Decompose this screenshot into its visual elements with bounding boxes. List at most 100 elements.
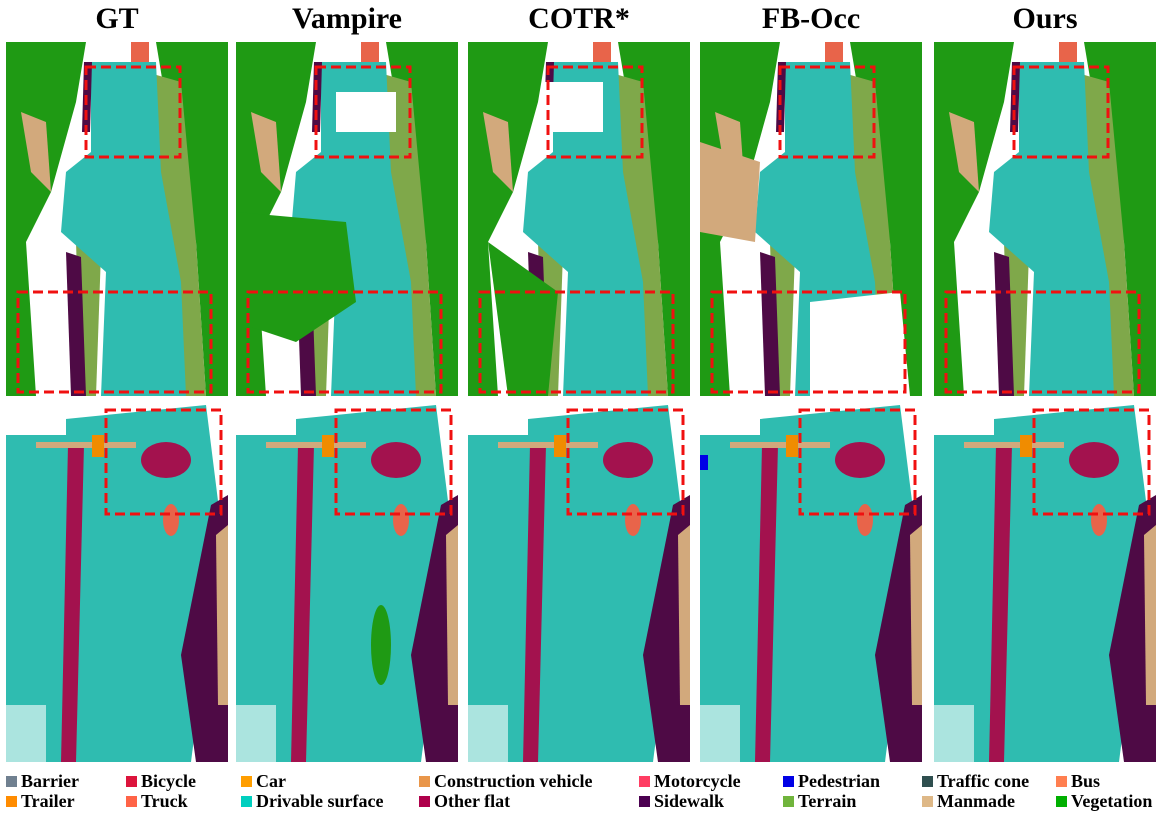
terrain-region	[1074, 72, 1134, 396]
manmade-region	[21, 112, 51, 192]
legend-label: Barrier	[21, 771, 79, 791]
manmade-region	[1059, 42, 1077, 62]
car	[1020, 435, 1032, 457]
occupancy-panel-bottom	[6, 405, 228, 762]
legend-label: Pedestrian	[798, 771, 880, 791]
car	[92, 435, 104, 457]
sidewalk-region	[643, 495, 690, 762]
manmade-region	[446, 525, 458, 705]
legend-swatch	[922, 796, 933, 807]
drivable-surface	[934, 405, 1149, 762]
legend-swatch	[1056, 796, 1067, 807]
manmade-region	[825, 42, 843, 62]
legend-swatch	[419, 796, 430, 807]
manmade-region	[964, 442, 1064, 448]
column-title: Ours	[1012, 2, 1078, 35]
legend-label: Manmade	[937, 791, 1015, 811]
manmade-region	[949, 112, 979, 192]
legend-item: Sidewalk	[639, 791, 724, 811]
legend-label: Other flat	[434, 791, 511, 811]
column-title: COTR*	[528, 2, 630, 35]
car	[554, 435, 566, 457]
truck	[857, 504, 873, 536]
occupancy-panel-top	[700, 42, 922, 396]
legend-item: Vegetation	[1056, 791, 1152, 811]
legend-swatch	[922, 776, 933, 787]
column-title: Vampire	[291, 2, 402, 35]
occupancy-panel-bottom	[700, 405, 922, 762]
legend-label: Motorcycle	[654, 771, 741, 791]
drivable-surface	[523, 62, 648, 396]
occupancy-panel-top	[6, 42, 228, 396]
sidewalk-region	[994, 252, 1014, 396]
highlight-box	[710, 290, 907, 394]
legend-label: Vegetation	[1071, 791, 1153, 811]
manmade-region	[483, 112, 513, 192]
drivable-surface	[700, 405, 915, 762]
legend-item: Pedestrian	[783, 771, 880, 791]
other-flat-region	[61, 445, 84, 762]
legend-swatch	[126, 776, 137, 787]
legend-swatch	[1056, 776, 1067, 787]
legend-label: Drivable surface	[256, 791, 384, 811]
manmade-region	[216, 525, 228, 705]
manmade-region	[36, 442, 136, 448]
legend-label: Trailer	[21, 791, 75, 811]
legend-item: Car	[241, 771, 286, 791]
legend-label: Traffic cone	[937, 771, 1030, 791]
legend-label: Truck	[141, 791, 188, 811]
highlight-box	[84, 65, 182, 159]
highlight-box	[104, 408, 223, 516]
truck	[393, 504, 409, 536]
highlight-box	[566, 408, 685, 516]
column-title: GT	[95, 2, 139, 35]
occupancy-panel-top	[236, 42, 458, 396]
manmade-region	[131, 42, 149, 62]
highlight-box	[334, 408, 453, 516]
legend-item: Terrain	[783, 791, 856, 811]
manmade-region	[678, 525, 690, 705]
drivable-surface	[291, 62, 416, 396]
occupancy-panel-bottom	[934, 405, 1156, 762]
highlight-box	[1032, 408, 1151, 516]
occupancy-panel-bottom	[236, 405, 458, 762]
legend-swatch	[639, 776, 650, 787]
car	[786, 435, 798, 457]
legend-item: Motorcycle	[639, 771, 741, 791]
legend-label: Construction vehicle	[434, 771, 593, 791]
legend-label: Terrain	[798, 791, 857, 811]
legend-swatch	[639, 796, 650, 807]
legend-swatch	[783, 796, 794, 807]
highlight-box	[1012, 65, 1110, 159]
highlight-box	[478, 290, 675, 394]
sidewalk-region	[760, 252, 780, 396]
occupancy-panel-top	[934, 42, 1156, 396]
legend-swatch	[6, 796, 17, 807]
legend-item: Truck	[126, 791, 188, 811]
highlight-box	[944, 290, 1141, 394]
sidewalk-region	[181, 495, 228, 762]
manmade-region	[593, 42, 611, 62]
other-flat-region	[291, 445, 314, 762]
occupancy-panel-bottom	[468, 405, 690, 762]
highlight-box	[246, 290, 443, 394]
legend-label: Sidewalk	[654, 791, 725, 811]
truck	[1091, 504, 1107, 536]
other-flat-object	[835, 442, 885, 478]
legend-item: Manmade	[922, 791, 1015, 811]
other-flat-object	[603, 442, 653, 478]
legend-label: Bus	[1071, 771, 1101, 791]
manmade-region	[266, 442, 366, 448]
legend-item: Drivable surface	[241, 791, 383, 811]
sidewalk-region	[1109, 495, 1156, 762]
other-flat-object	[141, 442, 191, 478]
other-flat-region	[989, 445, 1012, 762]
truck	[625, 504, 641, 536]
terrain-region	[376, 72, 436, 396]
drivable-surface	[989, 62, 1114, 396]
truck	[163, 504, 179, 536]
legend-item: Trailer	[6, 791, 75, 811]
manmade-region	[251, 112, 281, 192]
legend-swatch	[783, 776, 794, 787]
drivable-surface	[468, 405, 683, 762]
